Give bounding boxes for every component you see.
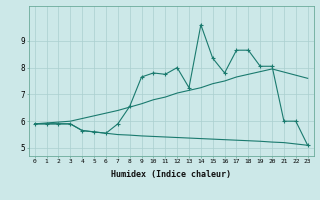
X-axis label: Humidex (Indice chaleur): Humidex (Indice chaleur) (111, 170, 231, 179)
